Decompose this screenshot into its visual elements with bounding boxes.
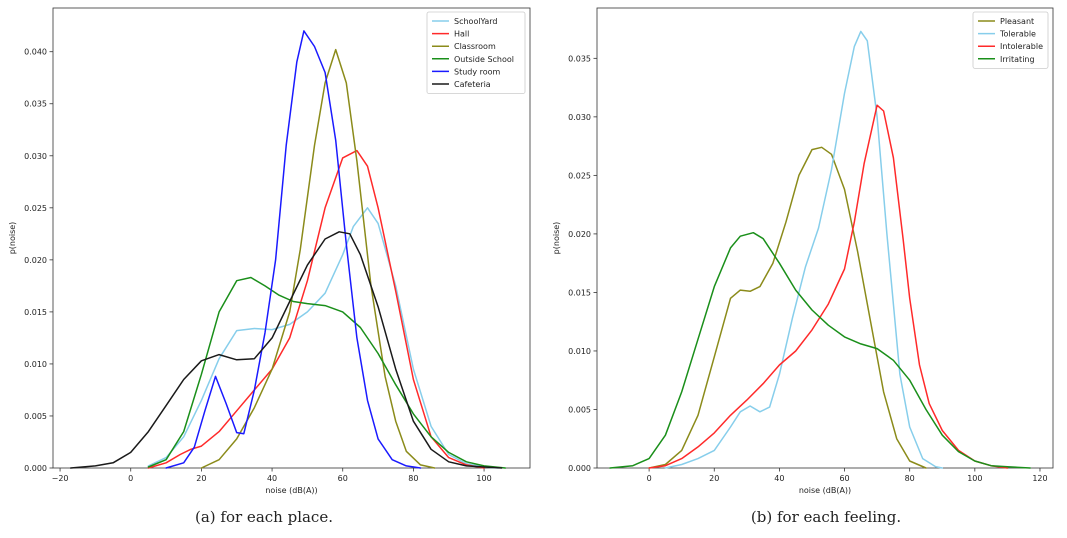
- legend-label: Hall: [454, 30, 469, 39]
- y-tick-label: 0.040: [24, 48, 47, 57]
- y-tick-label: 0.005: [24, 412, 47, 421]
- legend-label: SchoolYard: [454, 17, 497, 26]
- series-line-4: [165, 30, 422, 469]
- legend-box: [972, 11, 1049, 69]
- y-tick-label: 0.000: [24, 464, 47, 473]
- x-tick-label: 0: [647, 474, 652, 483]
- x-tick-label: 40: [267, 474, 277, 483]
- x-tick-label: 100: [967, 474, 982, 483]
- series-line-3: [609, 231, 1031, 469]
- legend-label: Pleasant: [1000, 17, 1034, 26]
- series-line-0: [147, 207, 499, 469]
- y-tick-label: 0.025: [568, 171, 591, 180]
- legend-label: Intolerable: [1000, 42, 1043, 51]
- x-tick-label: −20: [52, 474, 69, 483]
- x-tick-label: 60: [839, 474, 849, 483]
- series-line-2: [200, 48, 436, 469]
- y-tick-label: 0.035: [568, 54, 591, 63]
- figure-caption: (b) for each feeling.: [751, 508, 901, 526]
- y-tick-label: 0.015: [24, 308, 47, 317]
- series-line-1: [664, 30, 944, 469]
- chart-panel-1: 0 20 40 60 80 100 120 0.000 0.005 0.010 0.015 0.020…: [552, 7, 1054, 526]
- y-tick-label: 0.035: [24, 100, 47, 109]
- x-tick-label: 0: [128, 474, 133, 483]
- y-tick-label: 0.030: [568, 113, 591, 122]
- y-tick-label: 0.020: [568, 230, 591, 239]
- y-axis-label: p(noise): [552, 222, 561, 255]
- x-axis-label: noise (dB(A)): [265, 486, 317, 495]
- legend-label: Classroom: [454, 42, 496, 51]
- series-line-1: [147, 149, 485, 469]
- plot-frame: [52, 7, 531, 469]
- x-tick-label: 80: [408, 474, 418, 483]
- series-line-2: [648, 104, 1009, 469]
- x-tick-label: 120: [1032, 474, 1047, 483]
- x-tick-label: 100: [476, 474, 491, 483]
- legend-label: Tolerable: [999, 30, 1036, 39]
- legend-label: Cafeteria: [454, 80, 491, 89]
- legend-label: Outside School: [454, 55, 514, 64]
- x-tick-label: 40: [774, 474, 784, 483]
- x-tick-label: 80: [905, 474, 915, 483]
- series-line-0: [648, 146, 927, 469]
- legend-box: [426, 11, 526, 94]
- legend: Pleasant Tolerable Intolerable Irritating: [972, 11, 1049, 69]
- plot-frame: [596, 7, 1054, 469]
- y-axis-label: p(noise): [8, 222, 17, 255]
- x-tick-label: 20: [709, 474, 719, 483]
- series-line-5: [69, 231, 503, 469]
- series-line-3: [147, 276, 507, 469]
- y-tick-label: 0.030: [24, 152, 47, 161]
- chart-panel-0: −20 0 20 40 60 80 100 0.000 0.005 0.010 0.015 0.020…: [8, 7, 531, 526]
- y-tick-label: 0.010: [24, 360, 47, 369]
- x-tick-label: 20: [196, 474, 206, 483]
- y-tick-label: 0.025: [24, 204, 47, 213]
- y-tick-label: 0.000: [568, 464, 591, 473]
- y-tick-label: 0.020: [24, 256, 47, 265]
- figure-caption: (a) for each place.: [195, 508, 333, 526]
- legend: SchoolYard Hall Classroom Outside School Stu…: [426, 11, 526, 94]
- legend-label: Irritating: [1000, 55, 1035, 64]
- x-tick-label: 60: [338, 474, 348, 483]
- x-axis-label: noise (dB(A)): [799, 486, 851, 495]
- y-tick-label: 0.010: [568, 347, 591, 356]
- y-tick-label: 0.005: [568, 405, 591, 414]
- legend-label: Study room: [454, 67, 501, 76]
- y-tick-label: 0.015: [568, 288, 591, 297]
